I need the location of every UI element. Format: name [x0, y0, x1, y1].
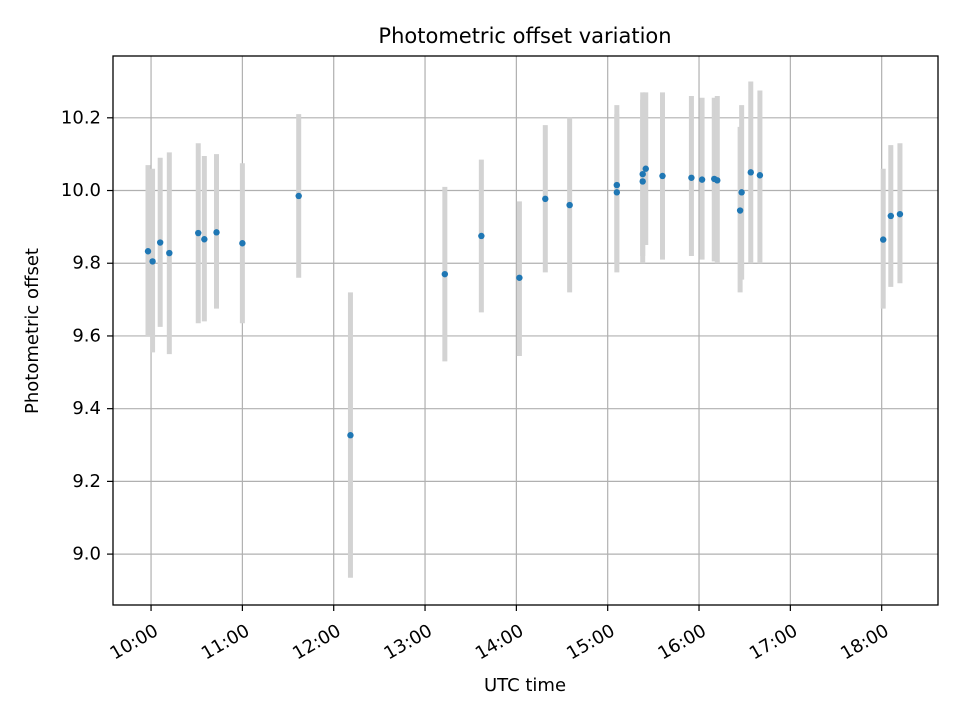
y-tick-label: 9.6: [72, 325, 101, 346]
data-point: [156, 239, 164, 246]
data-point: [688, 174, 695, 181]
data-point: [747, 169, 754, 176]
data-point: [441, 270, 449, 278]
data-point: [896, 210, 904, 218]
data-point: [736, 207, 744, 214]
data-point: [887, 212, 895, 220]
y-tick-label: 10.0: [61, 180, 101, 201]
grid: [113, 56, 938, 605]
data-point: [566, 201, 573, 209]
data-point: [239, 240, 246, 247]
y-tick-label: 9.0: [72, 544, 101, 565]
data-point: [714, 177, 721, 184]
y-tick-label: 9.8: [72, 253, 101, 274]
data-points: [144, 165, 904, 439]
chart-title: Photometric offset variation: [378, 24, 671, 48]
data-point: [642, 165, 649, 172]
data-point: [639, 178, 646, 185]
data-point: [166, 249, 173, 257]
data-point: [880, 236, 887, 243]
y-tick-label: 9.2: [72, 471, 101, 492]
plot-frame: [112, 55, 939, 606]
data-point: [149, 258, 156, 265]
data-point: [639, 170, 646, 178]
data-point: [756, 172, 764, 179]
data-point: [347, 432, 354, 439]
data-point: [213, 229, 220, 236]
data-point: [738, 189, 745, 196]
data-point: [478, 232, 485, 240]
data-point: [542, 195, 549, 203]
data-point: [698, 176, 706, 183]
y-axis-label: Photometric offset: [22, 248, 43, 414]
y-axis: 9.0 9.2 9.4 9.6 9.8 10.0 10.2: [61, 107, 113, 565]
data-point: [295, 192, 302, 200]
data-point: [659, 172, 666, 180]
data-point: [613, 181, 621, 189]
y-tick-label: 10.2: [61, 107, 101, 128]
x-axis-label: UTC time: [484, 675, 566, 696]
data-point: [613, 189, 621, 196]
y-tick-label: 9.4: [72, 398, 101, 419]
data-point: [195, 229, 202, 237]
data-point: [516, 274, 523, 281]
data-point: [144, 248, 152, 255]
data-point: [201, 236, 208, 243]
